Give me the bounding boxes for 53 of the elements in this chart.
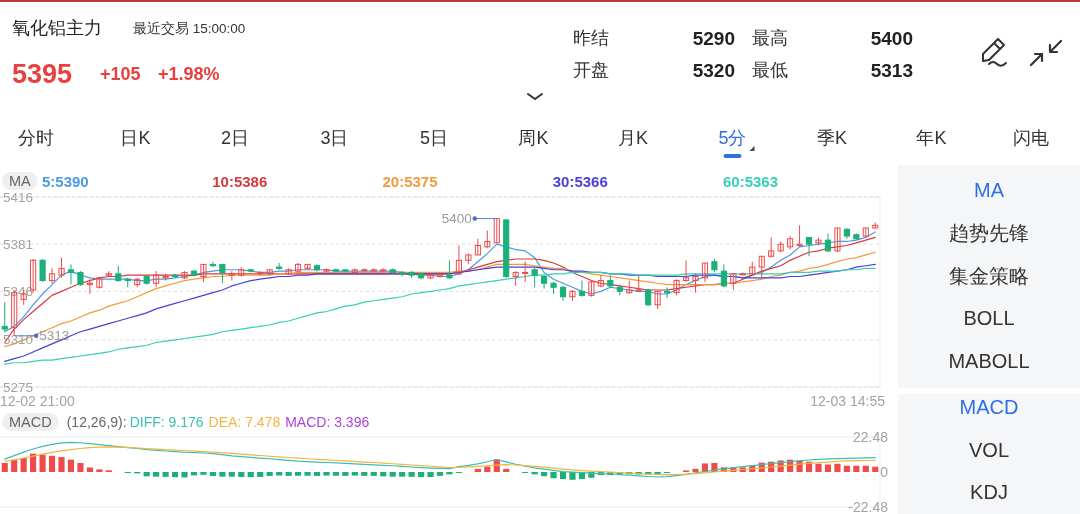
category-label: 5日 (419, 128, 449, 148)
annotation: 5313 (39, 328, 70, 344)
text: 5:5390 (42, 172, 89, 190)
category-label: 分时 (18, 128, 54, 148)
category-label: 趋势先锋 (949, 221, 1029, 244)
text: 5395 (12, 59, 73, 89)
y-tick-label: 5275 (3, 379, 34, 395)
text: 5400 (870, 27, 913, 49)
text: 最低 (752, 60, 788, 80)
y-tick-label: 0 (880, 464, 889, 480)
text: +1.98% (158, 64, 220, 84)
legend-title: MACD (9, 414, 52, 430)
category-label: 闪电 (1013, 128, 1049, 148)
text: 5290 (692, 27, 735, 49)
text: 最高 (752, 28, 788, 48)
text: 30:5366 (552, 172, 608, 190)
y-tick-label: 5381 (3, 236, 34, 252)
annotation: 5400 (441, 211, 472, 227)
category-label: 季K (816, 128, 848, 148)
category-label: KDJ (970, 481, 1008, 503)
text: 最近交易 15:00:00 (133, 20, 246, 36)
category-label: 日K (120, 128, 151, 148)
text: 60:5363 (723, 172, 779, 190)
text: 5313 (870, 59, 913, 81)
y-tick-label: 5416 (3, 189, 34, 205)
series-label: DIFF: 9.176 (129, 414, 204, 430)
category-label: 2日 (220, 128, 250, 148)
category-label: MACD (959, 396, 1019, 418)
text: 12-02 21:00 (0, 393, 75, 409)
category-label: 月K (617, 128, 649, 148)
category-label: 年K (916, 128, 947, 148)
text: 5320 (692, 59, 735, 81)
y-tick-label: 22.48 (852, 429, 889, 445)
text: 氧化铝主力 (12, 18, 102, 38)
category-label: MABOLL (948, 350, 1030, 373)
text: +105 (100, 64, 141, 84)
category-label: 3日 (320, 128, 349, 148)
y-tick-label: -22.48 (848, 499, 889, 514)
text: 昨结 (573, 28, 609, 48)
legend-title: MA (9, 173, 32, 189)
series-label: DEA: 7.478 (208, 414, 281, 430)
category-label: 集金策略 (949, 264, 1029, 287)
text: 12-03 14:55 (810, 393, 886, 409)
category-label: BOLL (963, 307, 1015, 330)
category-label: MA (974, 179, 1005, 201)
text: 10:5386 (212, 172, 268, 190)
category-label: 周K (518, 128, 549, 148)
chart-subtitle: (12,26,9): (66, 414, 127, 430)
category-label: VOL (968, 438, 1010, 461)
text: 20:5375 (382, 172, 438, 190)
category-label: 5分 (718, 128, 747, 148)
text: 开盘 (573, 60, 609, 80)
text: MACD: 3.396 (285, 414, 370, 430)
